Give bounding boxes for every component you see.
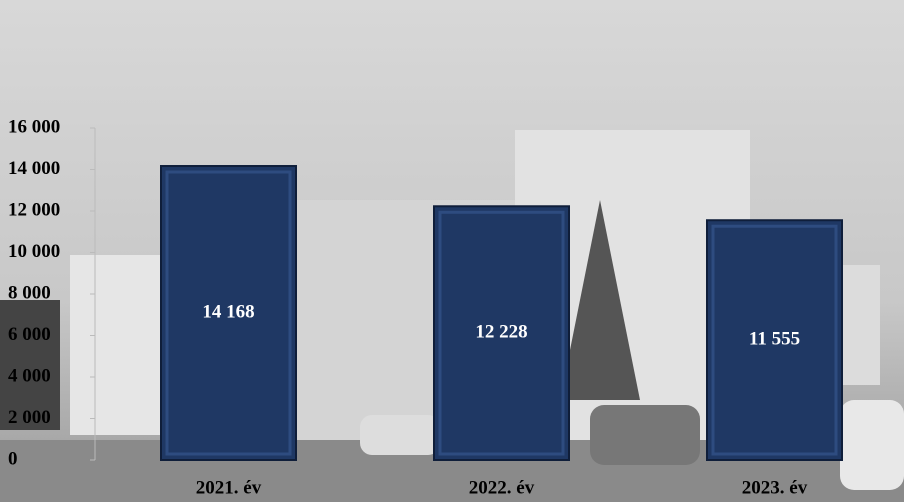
- chart: 0 2 000 4 000 6 000 8 000 10 000 12 000 14 000 1…: [0, 0, 904, 502]
- y-tick-label: 0: [8, 448, 18, 469]
- y-tick-label: 2 000: [8, 407, 51, 428]
- y-tick-label: 8 000: [8, 282, 51, 303]
- x-tick-label: 2023. év: [742, 477, 808, 498]
- value-label: 11 555: [749, 328, 800, 349]
- y-tick-label: 16 000: [8, 116, 60, 137]
- y-tick-label: 4 000: [8, 365, 51, 386]
- value-label: 12 228: [475, 321, 527, 342]
- value-label: 14 168: [202, 301, 254, 322]
- x-tick-label: 2021. év: [196, 477, 262, 498]
- y-tick-label: 6 000: [8, 324, 51, 345]
- x-tick-label: 2022. év: [469, 477, 535, 498]
- y-tick-label: 14 000: [8, 158, 60, 179]
- y-tick-label: 10 000: [8, 241, 60, 262]
- y-tick-label: 12 000: [8, 199, 60, 220]
